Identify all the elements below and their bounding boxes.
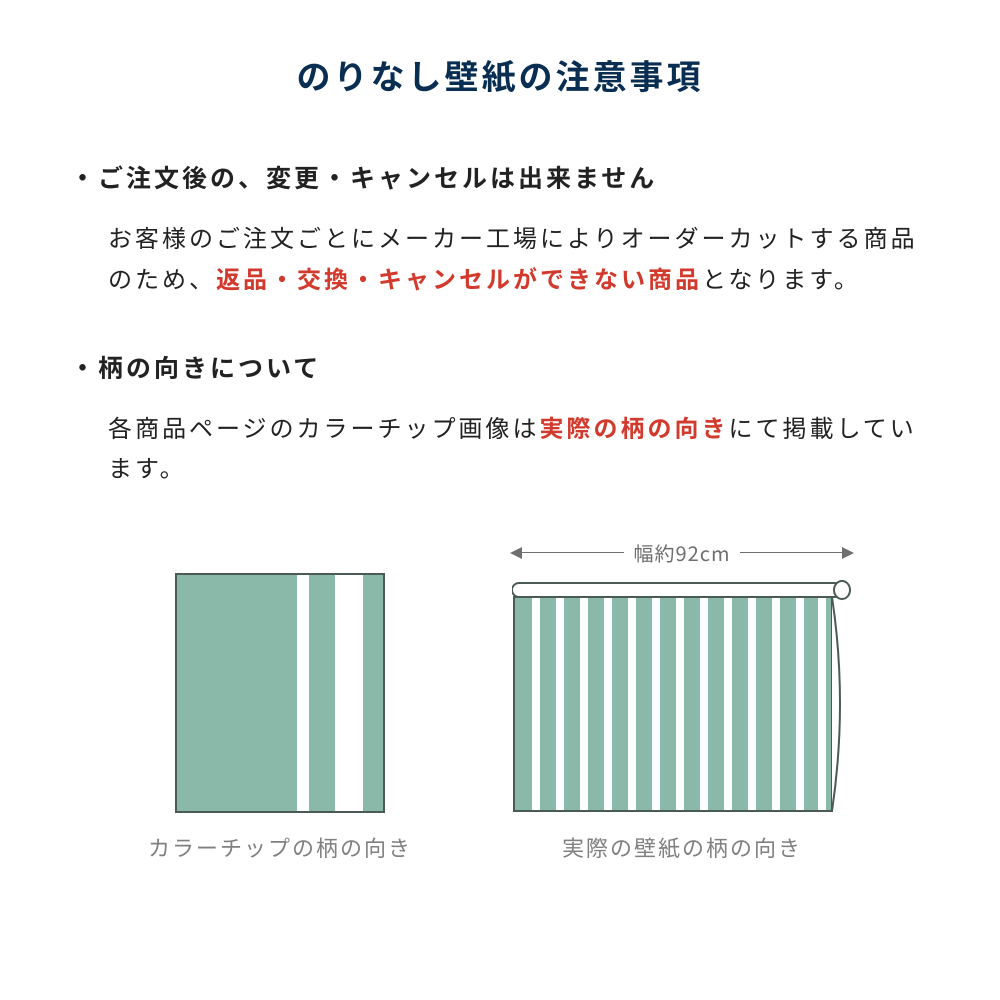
wallpaper-roll [512, 573, 852, 813]
chip-diagram-column: カラーチップの柄の向き [148, 573, 412, 863]
arrow-right-icon [740, 552, 852, 553]
section1-body-after: となります。 [702, 260, 861, 295]
section2-body: 各商品ページのカラーチップ画像は実際の柄の向きにて掲載しています。 [70, 407, 930, 489]
section2-body-before: 各商品ページのカラーチップ画像は [108, 409, 540, 444]
width-indicator: 幅約92cm [512, 538, 852, 567]
section2-heading: ・柄の向きについて [70, 349, 930, 385]
section1-heading: ・ご注文後の、変更・キャンセルは出来ません [70, 159, 930, 195]
roll-diagram-column: 幅約92cm [512, 538, 852, 863]
content-body: ・ご注文後の、変更・キャンセルは出来ません お客様のご注文ごとにメーカー工場によ… [0, 159, 1000, 863]
section1-highlight: 返品・交換・キャンセルができない商品 [216, 260, 702, 295]
page-title: のりなし壁紙の注意事項 [0, 50, 1000, 99]
roll-caption: 実際の壁紙の柄の向き [562, 831, 802, 863]
color-chip-swatch [175, 573, 385, 813]
chip-caption: カラーチップの柄の向き [148, 831, 412, 863]
width-label: 幅約92cm [634, 538, 731, 567]
section1-body: お客様のご注文ごとにメーカー工場によりオーダーカットする商品のため、返品・交換・… [70, 217, 930, 299]
arrow-left-icon [512, 552, 624, 553]
section2-highlight: 実際の柄の向き [540, 409, 729, 444]
diagram-row: カラーチップの柄の向き 幅約92cm [70, 538, 930, 863]
